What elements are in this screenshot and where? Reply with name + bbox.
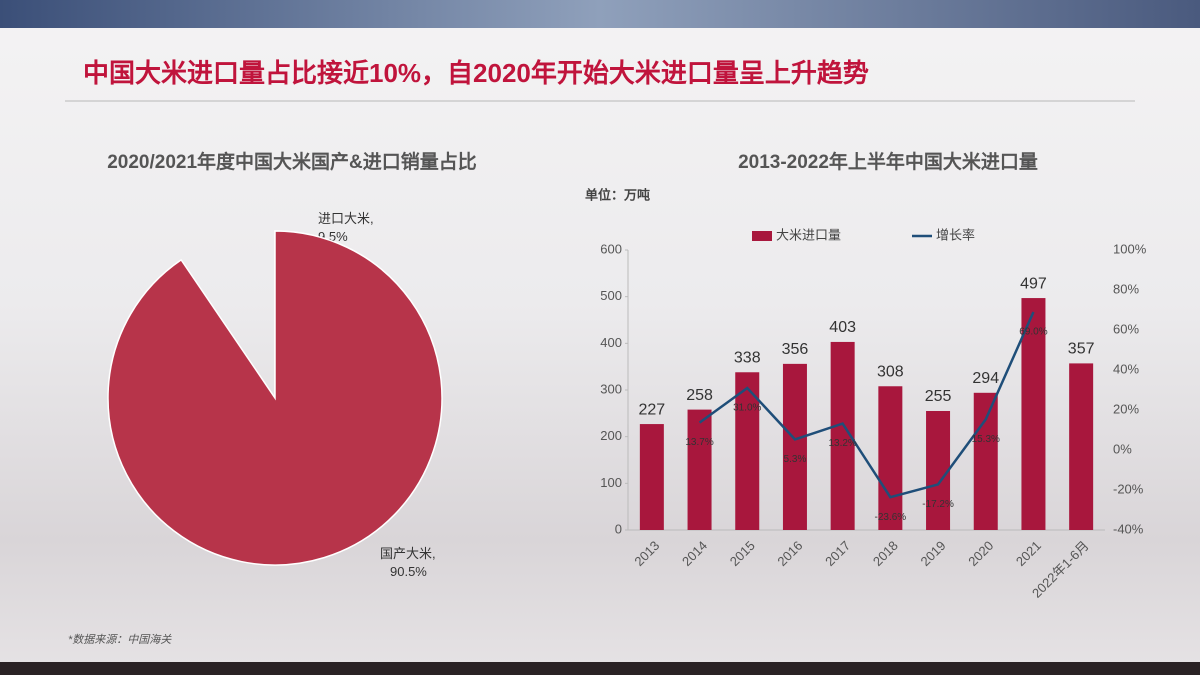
y2-tick-label: 80% (1113, 281, 1139, 296)
pie-chart: 2020/2021年度中国大米国产&进口销量占比 进口大米, 9.5%国产大米, 9… (107, 150, 477, 579)
line-value-label: 13.2% (828, 438, 856, 449)
legend-label: 增长率 (936, 227, 975, 242)
line-value-label: 13.7% (685, 437, 713, 448)
bar (973, 392, 998, 530)
y-tick-label: 300 (600, 381, 622, 396)
source-note: *数据来源：中国海关 (68, 633, 172, 646)
bar (782, 363, 807, 530)
bar (735, 372, 760, 530)
y2-tick-label: -20% (1113, 481, 1144, 496)
bar-value-label: 258 (686, 387, 713, 404)
bar (1069, 363, 1094, 530)
y2-tick-label: -40% (1113, 521, 1144, 536)
bar-value-label: 356 (782, 341, 809, 358)
bar (878, 386, 903, 530)
slide-title: 中国大米进口量占比接近10%，自2020年开始大米进口量呈上升趋势 (83, 58, 869, 88)
slice-label: 国产大米, 90.5% (380, 546, 436, 579)
y2-tick-label: 40% (1113, 361, 1139, 376)
y-tick-label: 500 (600, 288, 622, 303)
bar-value-label: 497 (1020, 275, 1047, 292)
chart-title: 2013-2022年上半年中国大米进口量 (738, 150, 1038, 173)
bar-value-label: 255 (925, 388, 952, 405)
unit-label: 单位：万吨 (585, 187, 650, 202)
line-value-label: 31.0% (733, 403, 761, 414)
bar-value-label: 357 (1068, 341, 1095, 358)
y-tick-label: 600 (600, 241, 622, 256)
y2-tick-label: 0% (1113, 441, 1132, 456)
line-value-label: -23.6% (875, 512, 907, 523)
bar-value-label: 308 (877, 363, 904, 380)
bar (639, 424, 664, 530)
bar-value-label: 403 (829, 319, 856, 336)
top-band (0, 0, 1200, 28)
bar-value-label: 294 (972, 370, 999, 387)
pie-slice (107, 230, 443, 566)
bar-value-label: 338 (734, 349, 761, 366)
bar (687, 409, 712, 530)
y2-tick-label: 60% (1113, 321, 1139, 336)
bar (926, 411, 951, 530)
legend-swatch (752, 231, 772, 241)
bottom-band (0, 662, 1200, 675)
y-tick-label: 200 (600, 428, 622, 443)
line-value-label: 15.3% (972, 434, 1000, 445)
y2-tick-label: 20% (1113, 401, 1139, 416)
y-tick-label: 100 (600, 475, 622, 490)
line-value-label: 69.0% (1019, 327, 1047, 338)
chart-title: 2020/2021年度中国大米国产&进口销量占比 (107, 150, 477, 173)
y2-tick-label: 100% (1113, 241, 1147, 256)
line (698, 311, 1035, 499)
y-tick-label: 0 (615, 521, 622, 536)
line-value-label: -17.2% (922, 499, 954, 510)
bar-value-label: 227 (638, 401, 665, 418)
y-tick-label: 400 (600, 335, 622, 350)
bar (1021, 298, 1046, 530)
line-value-label: 5.3% (784, 454, 807, 465)
legend-label: 大米进口量 (776, 227, 841, 242)
